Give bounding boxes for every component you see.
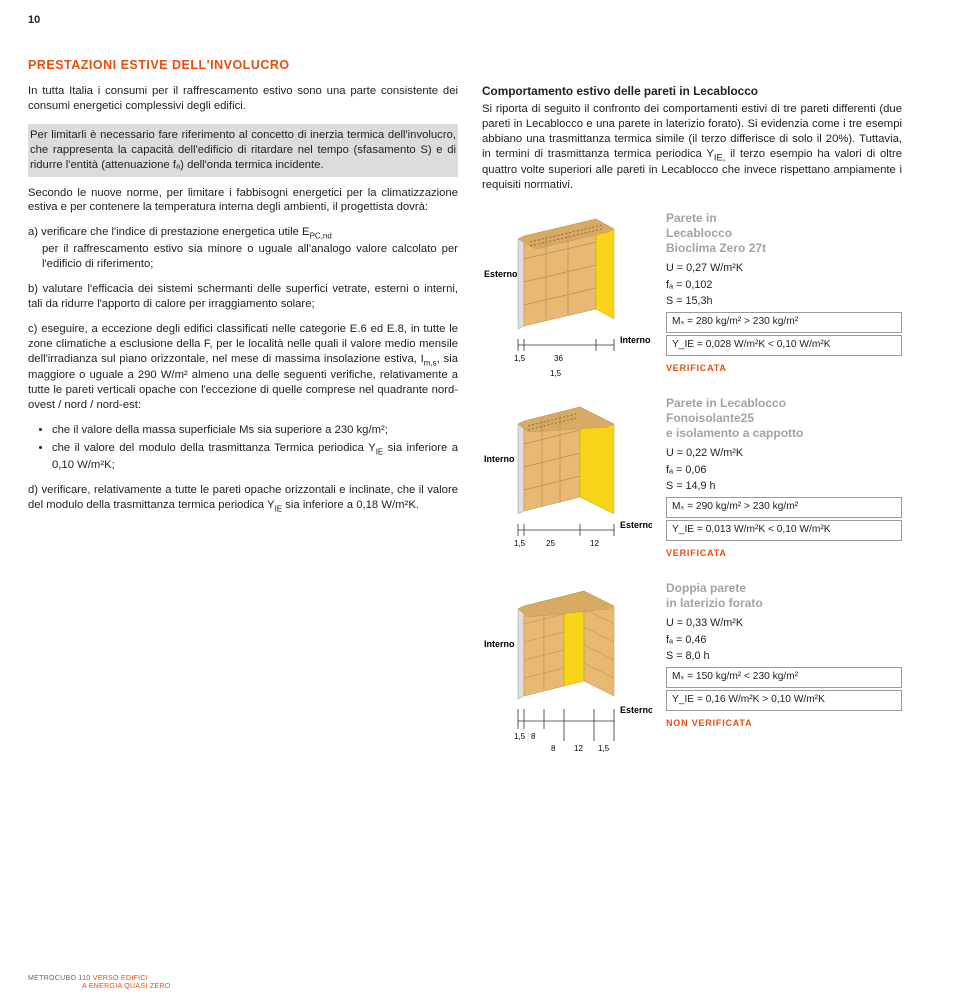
p2-line-1: fₐ = 0,06 <box>666 463 902 479</box>
dim-3-1: 1,5 <box>514 732 526 741</box>
right-column: Comportamento estivo delle pareti in Lec… <box>482 84 902 776</box>
p1-status: VERIFICATA <box>666 362 902 375</box>
panel-1-title: Parete inLecabloccoBioclima Zero 27t <box>666 211 902 256</box>
dim-3-3: 8 <box>551 744 556 753</box>
p2-box1: Mₛ = 290 kg/m² > 230 kg/m² <box>666 497 902 518</box>
item-c-sub: m,s <box>424 358 437 367</box>
item-a-txt: a) verificare che l'indice di prestazion… <box>28 226 310 238</box>
item-d-2: sia inferiore a 0,18 W/m²K. <box>282 499 419 511</box>
panel-3-data: Doppia paretein laterizio forato U = 0,3… <box>666 581 902 766</box>
item-b: b) valutare l'efficacia dei sistemi sche… <box>28 282 458 312</box>
footer-title1: VERSO EDIFICI <box>93 975 148 982</box>
p1-line-1: fₐ = 0,102 <box>666 278 902 294</box>
panel-3-title: Doppia paretein laterizio forato <box>666 581 902 611</box>
highlight-text: Per limitarli è necessario fare riferime… <box>30 129 456 171</box>
panel-1: Esterno Interno 1,5 36 1,5 Pare <box>482 211 902 386</box>
dim-2-3: 12 <box>590 539 599 548</box>
p1-line-2: S = 15,3h <box>666 294 902 310</box>
item-d: d) verificare, relativamente a tutte le … <box>28 483 458 515</box>
panel-3: Interno Esterno 1,5 8 8 12 <box>482 581 902 766</box>
intro-paragraph: In tutta Italia i consumi per il raffres… <box>28 84 458 114</box>
panel-3-diagram: Interno Esterno 1,5 8 8 12 <box>482 581 652 766</box>
label-interno-2: Interno <box>484 454 515 464</box>
item-b-txt: b) valutare l'efficacia dei sistemi sche… <box>28 283 458 310</box>
panel-1-data: Parete inLecabloccoBioclima Zero 27t U =… <box>666 211 902 386</box>
p3-box1: Mₛ = 150 kg/m² < 230 kg/m² <box>666 667 902 688</box>
dim-3: 1,5 <box>550 369 562 378</box>
highlight-paragraph: Per limitarli è necessario fare riferime… <box>28 124 458 177</box>
bullet-list: che il valore della massa superficiale M… <box>52 423 458 473</box>
panel-2: Interno Esterno 1,5 25 12 Parete in Leca… <box>482 396 902 571</box>
dim-1: 1,5 <box>514 354 526 363</box>
p3-line-2: S = 8,0 h <box>666 649 902 665</box>
p2-status: VERIFICATA <box>666 547 902 560</box>
p3-box2: Y_IE = 0,16 W/m²K > 0,10 W/m²K <box>666 690 902 711</box>
wall-diagram-1: Esterno Interno 1,5 36 1,5 <box>482 211 652 386</box>
p1-box2: Y_IE = 0,028 W/m²K < 0,10 W/m²K <box>666 335 902 356</box>
footer-title2: A ENERGIA QUASI ZERO <box>82 983 170 990</box>
p3-line-0: U = 0,33 W/m²K <box>666 616 902 632</box>
item-c: c) eseguire, a eccezione degli edifici c… <box>28 322 458 413</box>
footer: METROCUBO 110 VERSO EDIFICI A ENERGIA QU… <box>28 975 170 990</box>
p2-line-2: S = 14,9 h <box>666 479 902 495</box>
left-column: In tutta Italia i consumi per il raffres… <box>28 84 458 776</box>
label-interno-3: Interno <box>484 639 515 649</box>
p2-line-0: U = 0,22 W/m²K <box>666 446 902 462</box>
panel-2-diagram: Interno Esterno 1,5 25 12 <box>482 396 652 571</box>
p3-status: NON VERIFICATA <box>666 717 902 730</box>
dim-2: 36 <box>554 354 563 363</box>
p2-box2: Y_IE = 0,013 W/m²K < 0,10 W/m²K <box>666 520 902 541</box>
dim-3-4: 12 <box>574 744 583 753</box>
item-a-cont: per il raffrescamento estivo sia minore … <box>28 242 458 272</box>
item-c-1: c) eseguire, a eccezione degli edifici c… <box>28 323 458 365</box>
dim-3-2: 8 <box>531 732 536 741</box>
bullet-1: che il valore della massa superficiale M… <box>52 423 458 438</box>
right-intro-sub: IE, <box>714 151 726 162</box>
panel-2-data: Parete in LecabloccoFonoisolante25e isol… <box>666 396 902 571</box>
label-esterno-2: Esterno <box>620 520 652 530</box>
footer-label: METROCUBO 110 <box>28 975 91 982</box>
label-interno: Interno <box>620 335 651 345</box>
wall-diagram-3: Interno Esterno 1,5 8 8 12 <box>482 581 652 766</box>
item-a-sub: PC,nd <box>310 232 332 241</box>
p1-line-0: U = 0,27 W/m²K <box>666 261 902 277</box>
bullet-2: che il valore del modulo della trasmitta… <box>52 441 458 473</box>
content-columns: In tutta Italia i consumi per il raffres… <box>28 84 932 776</box>
bullet-1-txt: che il valore della massa superficiale M… <box>52 424 388 436</box>
item-d-sub: IE <box>275 504 283 513</box>
p1-box1: Mₛ = 280 kg/m² > 230 kg/m² <box>666 312 902 333</box>
right-heading: Comportamento estivo delle pareti in Lec… <box>482 84 902 98</box>
bullet-2-1: che il valore del modulo della trasmitta… <box>52 442 376 454</box>
label-esterno-3: Esterno <box>620 705 652 715</box>
p2: Secondo le nuove norme, per limitare i f… <box>28 186 458 216</box>
page-number: 10 <box>28 14 40 26</box>
main-title: PRESTAZIONI ESTIVE DELL'INVOLUCRO <box>28 58 932 72</box>
item-a: a) verificare che l'indice di prestazion… <box>28 225 458 272</box>
panel-2-title: Parete in LecabloccoFonoisolante25e isol… <box>666 396 902 441</box>
footer-title1-txt: VERSO EDIFICI <box>93 975 148 982</box>
wall-diagram-2: Interno Esterno 1,5 25 12 <box>482 396 652 571</box>
dim-3-5: 1,5 <box>598 744 610 753</box>
right-intro: Si riporta di seguito il confronto dei c… <box>482 102 902 193</box>
panel-1-diagram: Esterno Interno 1,5 36 1,5 <box>482 211 652 386</box>
p3-line-1: fₐ = 0,46 <box>666 633 902 649</box>
label-esterno: Esterno <box>484 269 518 279</box>
dim-2-1: 1,5 <box>514 539 526 548</box>
dim-2-2: 25 <box>546 539 555 548</box>
